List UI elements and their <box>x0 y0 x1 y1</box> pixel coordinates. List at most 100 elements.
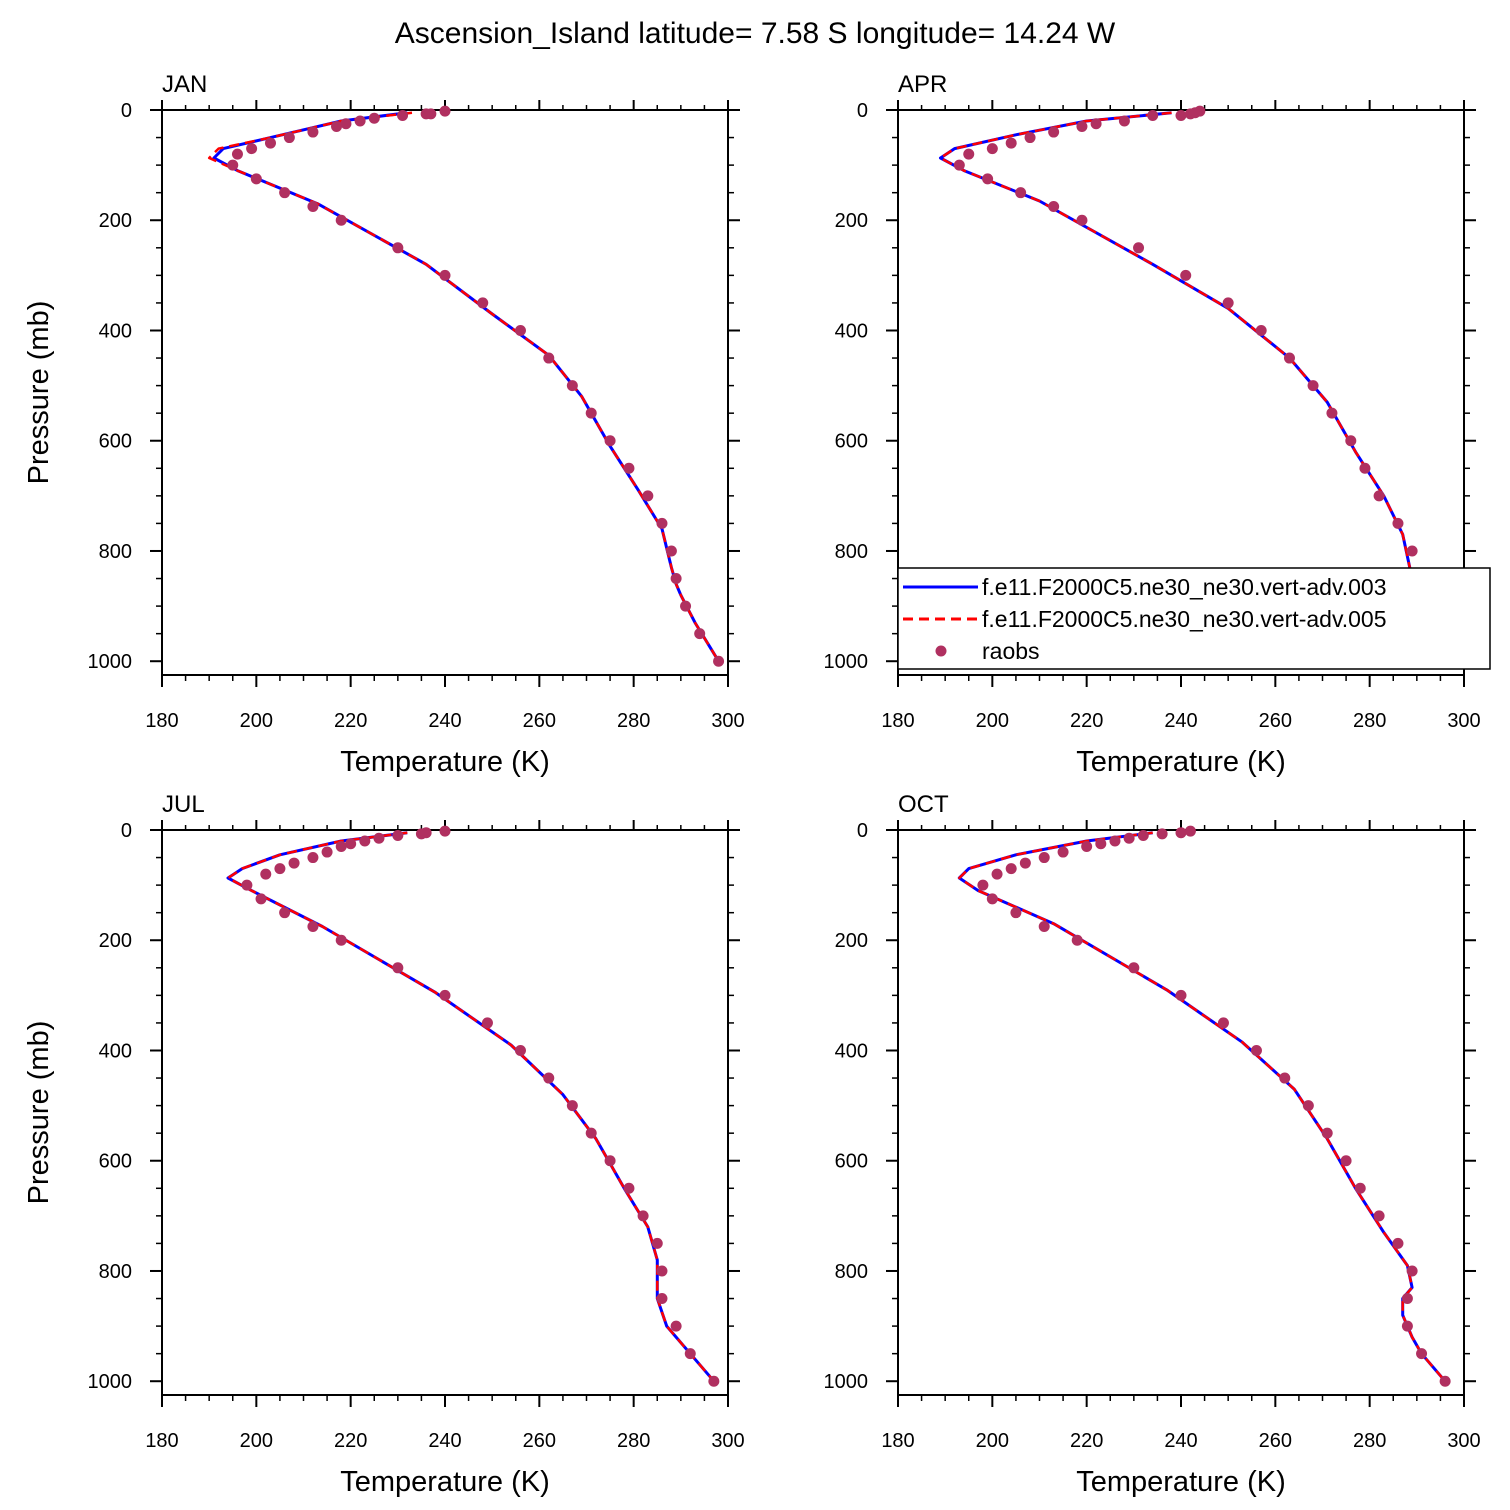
raobs-point <box>1307 380 1319 392</box>
raobs-point <box>656 517 668 529</box>
x-tick-label: 240 <box>1164 1430 1197 1452</box>
x-tick-label: 280 <box>617 710 650 732</box>
raobs-point <box>623 462 635 474</box>
y-tick-label: 600 <box>99 431 132 453</box>
raobs-point <box>665 545 677 557</box>
x-tick-label: 280 <box>1353 710 1386 732</box>
y-tick-label: 0 <box>857 100 868 122</box>
x-axis-label: Temperature (K) <box>1076 746 1286 778</box>
raobs-point <box>566 380 578 392</box>
raobs-point <box>514 324 526 336</box>
raobs-point <box>977 879 989 891</box>
raobs-point <box>1373 1210 1385 1222</box>
x-axis-label: Temperature (K) <box>340 746 550 778</box>
x-tick-label: 260 <box>523 710 556 732</box>
raobs-point <box>1345 435 1357 447</box>
raobs-point <box>307 200 319 212</box>
raobs-point <box>1019 857 1031 869</box>
x-tick-label: 260 <box>1259 710 1292 732</box>
y-tick-label: 400 <box>835 320 868 342</box>
raobs-point <box>1005 863 1017 875</box>
raobs-point <box>1024 132 1036 144</box>
x-tick-label: 300 <box>711 710 744 732</box>
raobs-point <box>373 832 385 844</box>
raobs-point <box>986 893 998 905</box>
raobs-point <box>368 112 380 124</box>
x-tick-label: 220 <box>1070 1430 1103 1452</box>
raobs-point <box>986 143 998 155</box>
raobs-point <box>1005 137 1017 149</box>
raobs-point <box>392 962 404 974</box>
y-tick-label: 1000 <box>824 651 869 673</box>
legend-frame <box>897 567 1491 670</box>
raobs-point <box>335 841 347 853</box>
raobs-point <box>656 1265 668 1277</box>
y-tick-label: 600 <box>835 431 868 453</box>
raobs-point <box>514 1044 526 1056</box>
raobs-point <box>241 879 253 891</box>
raobs-point <box>392 242 404 254</box>
raobs-point <box>1416 1348 1428 1360</box>
raobs-point <box>1076 121 1088 133</box>
x-tick-label: 280 <box>617 1430 650 1452</box>
panel-jan: JAN 180 200 220 240 260 280 300 0 200 400 600 800 100… <box>23 71 745 778</box>
x-tick-label: 180 <box>145 710 178 732</box>
y-axis-label: Pressure (mb) <box>23 1021 55 1205</box>
raobs-point <box>420 108 432 120</box>
y-tick-label: 200 <box>835 210 868 232</box>
raobs-point <box>1048 126 1060 138</box>
raobs-point <box>1359 462 1371 474</box>
y-tick-label: 400 <box>835 1040 868 1062</box>
raobs-point <box>694 628 706 640</box>
x-tick-label: 180 <box>145 1430 178 1452</box>
raobs-point <box>1090 118 1102 130</box>
y-tick-label: 800 <box>99 1261 132 1283</box>
raobs-point <box>279 187 291 199</box>
raobs-point <box>963 148 975 160</box>
raobs-point <box>1048 200 1060 212</box>
raobs-point <box>1255 324 1267 336</box>
raobs-point <box>1401 1320 1413 1332</box>
raobs-point <box>307 852 319 864</box>
raobs-point <box>1302 1100 1314 1112</box>
y-tick-label: 1000 <box>824 1371 869 1393</box>
raobs-point <box>439 269 451 281</box>
raobs-point <box>283 132 295 144</box>
series-line-005 <box>958 831 1447 1383</box>
x-tick-label: 220 <box>334 710 367 732</box>
raobs-point <box>684 1348 696 1360</box>
series-line-003 <box>212 111 720 662</box>
panel-title-oct: OCT <box>898 791 949 818</box>
raobs-point <box>953 159 965 171</box>
series-line-003 <box>226 831 716 1383</box>
raobs-point <box>1406 1265 1418 1277</box>
raobs-point <box>307 126 319 138</box>
raobs-point <box>656 1293 668 1305</box>
raobs-point <box>260 868 272 880</box>
raobs-point <box>1373 490 1385 502</box>
raobs-point <box>1175 827 1187 839</box>
raobs-point <box>1071 934 1083 946</box>
raobs-point <box>1095 838 1107 850</box>
raobs-point <box>1321 1127 1333 1139</box>
raobs-point <box>1175 989 1187 1001</box>
raobs-point <box>1038 920 1050 932</box>
x-tick-label: 200 <box>976 710 1009 732</box>
raobs-point <box>1401 1293 1413 1305</box>
raobs-point <box>585 407 597 419</box>
raobs-point <box>477 297 489 309</box>
y-tick-label: 0 <box>857 820 868 842</box>
raobs-point <box>566 1100 578 1112</box>
raobs-point <box>1392 1237 1404 1249</box>
y-tick-label: 1000 <box>88 651 133 673</box>
raobs-point <box>623 1182 635 1194</box>
series-line-005 <box>226 831 715 1383</box>
raobs-point <box>1406 545 1418 557</box>
y-tick-label: 400 <box>99 1040 132 1062</box>
legend: f.e11.F2000C5.ne30_ne30.vert-adv.003 f.e… <box>897 567 1491 670</box>
y-tick-label: 800 <box>99 541 132 563</box>
y-tick-label: 200 <box>99 210 132 232</box>
x-tick-label: 240 <box>428 710 461 732</box>
x-tick-label: 300 <box>1447 710 1480 732</box>
